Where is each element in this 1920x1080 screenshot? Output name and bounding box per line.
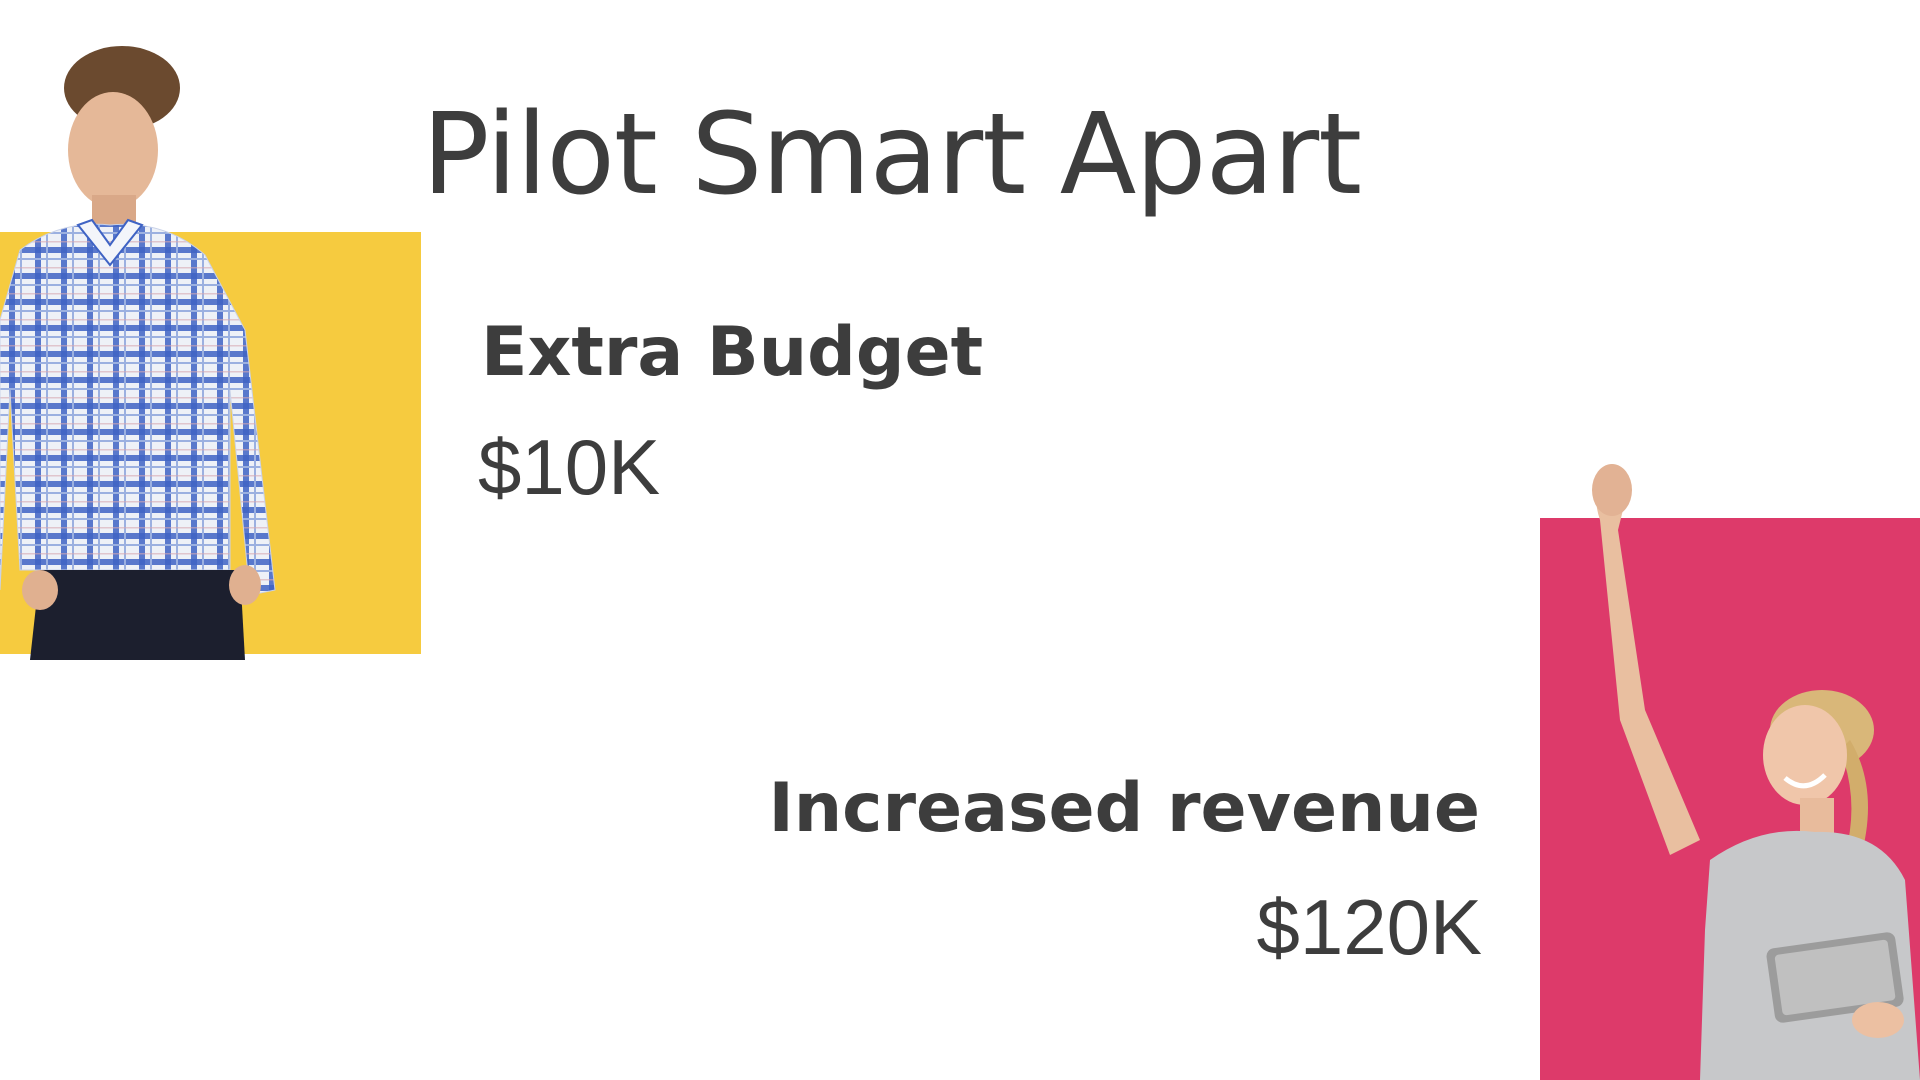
- woman-photo: [1592, 464, 1920, 1080]
- budget-label: Extra Budget: [481, 313, 984, 392]
- man-photo: [0, 46, 276, 660]
- revenue-value: $120K: [1256, 883, 1482, 971]
- revenue-label: Increased revenue: [768, 769, 1480, 848]
- slide-title: Pilot Smart Apart: [422, 90, 1362, 220]
- budget-value: $10K: [478, 423, 661, 511]
